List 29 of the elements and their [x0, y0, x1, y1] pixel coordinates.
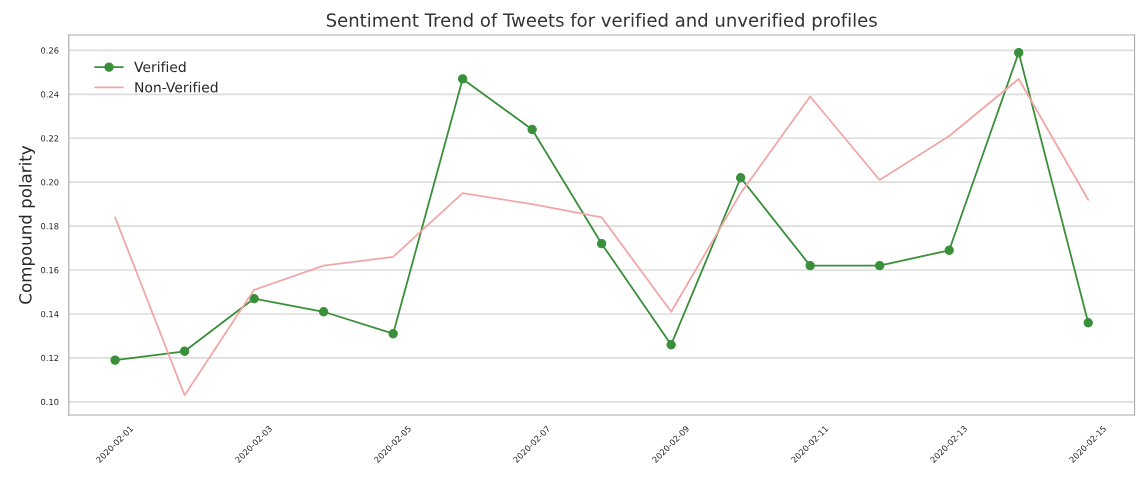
point: [179, 346, 190, 356]
y-tick-label: 0.26: [41, 47, 59, 54]
y-tick-label: 0.24: [41, 91, 59, 98]
point: [944, 245, 954, 255]
point: [596, 238, 607, 249]
point: [110, 355, 120, 365]
y-tick-label: 0.18: [41, 223, 59, 230]
point: [805, 260, 815, 271]
y-tick-label: 0.16: [41, 267, 59, 274]
point: [249, 293, 259, 304]
y-tick-label: 0.12: [41, 354, 59, 362]
point: [388, 329, 398, 339]
y-tick-label: 0.14: [41, 310, 59, 318]
point: [527, 124, 537, 135]
y-tick-label: 0.10: [41, 398, 59, 406]
point: [874, 260, 885, 271]
point: [457, 74, 468, 84]
y-tick-label: 0.20: [41, 179, 59, 186]
chart-title: Sentiment Trend of Tweets for verified and unverified profiles: [326, 12, 877, 31]
point: [1083, 318, 1093, 328]
point: [318, 307, 329, 317]
line-series: [114, 78, 1090, 397]
point: [1014, 47, 1024, 58]
point: [666, 340, 676, 350]
legend-label: Non-Verified: [135, 81, 218, 93]
point: [735, 173, 746, 183]
legend-label: Verified: [134, 61, 186, 73]
y-axis-title: Compound polarity: [18, 145, 35, 304]
y-tick-label: 0.22: [41, 135, 59, 142]
